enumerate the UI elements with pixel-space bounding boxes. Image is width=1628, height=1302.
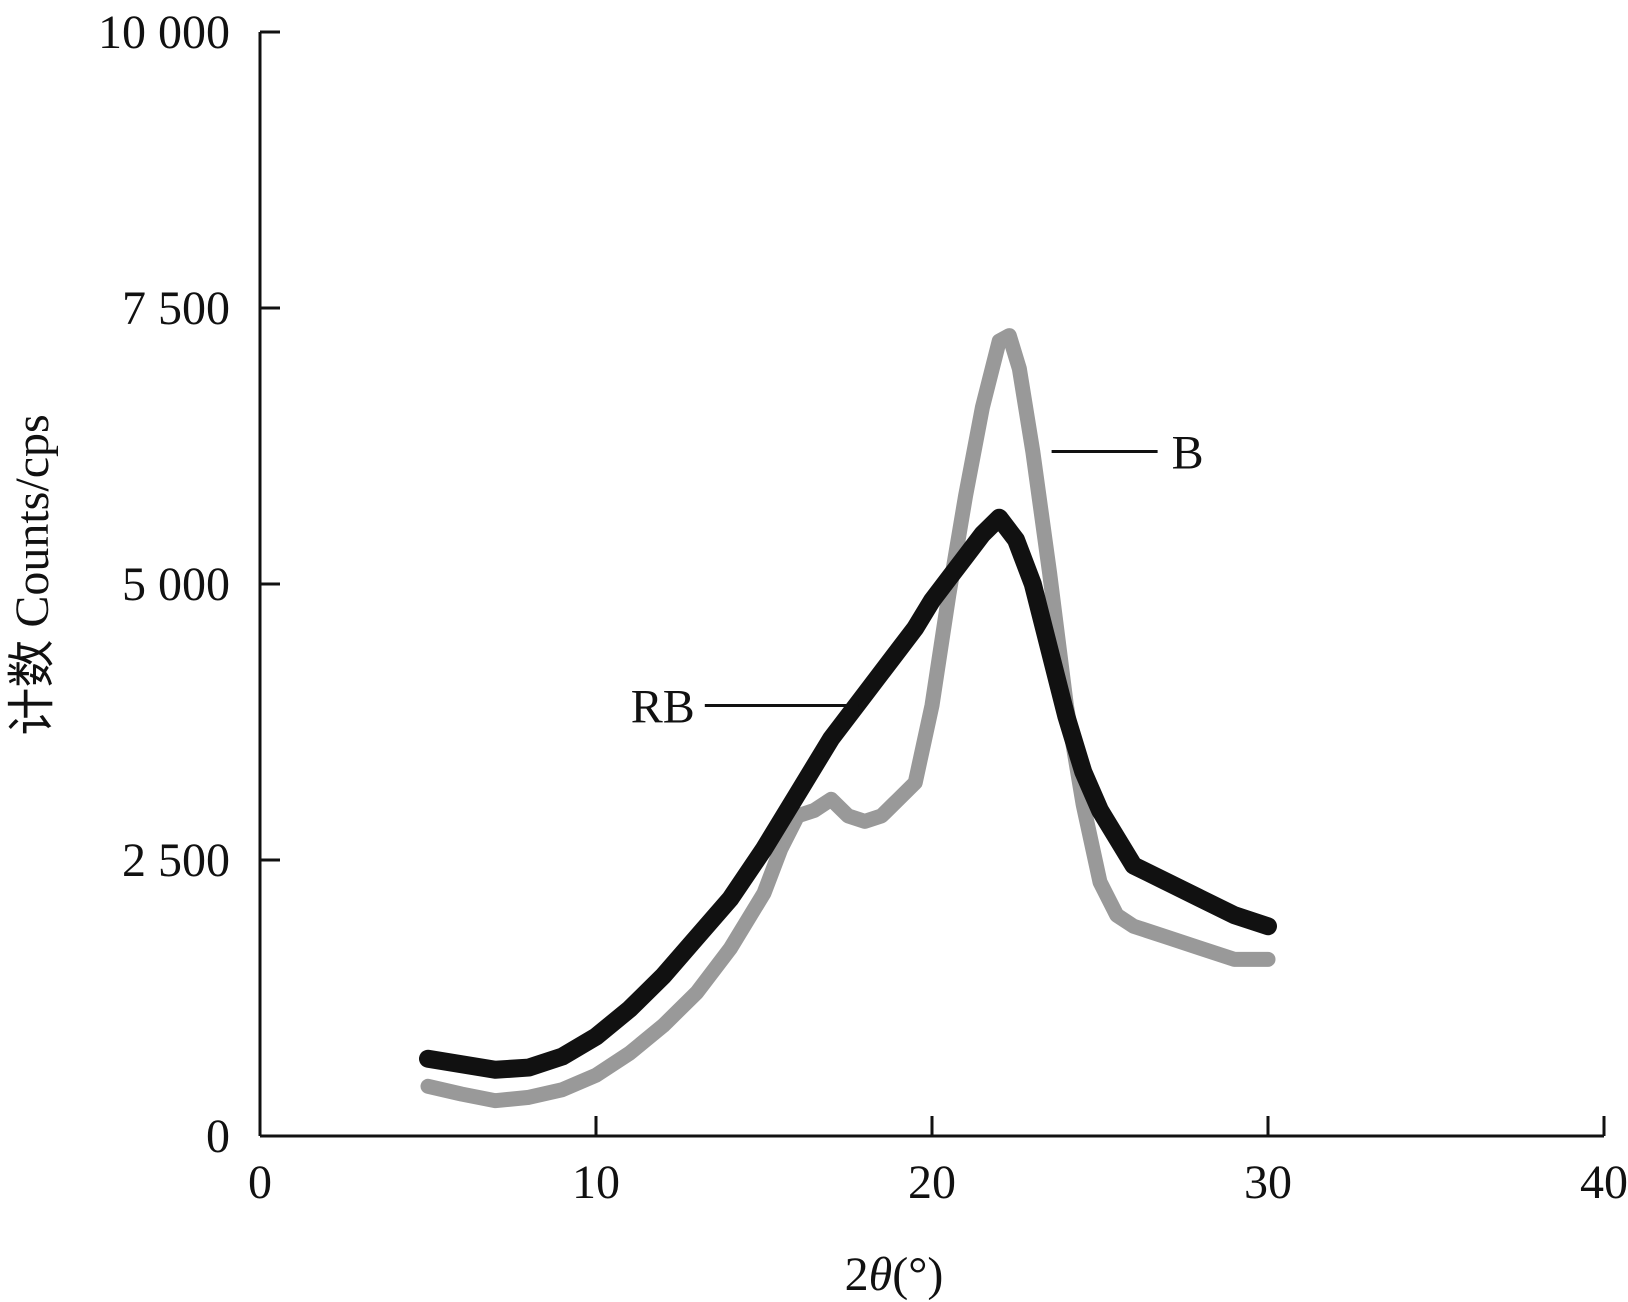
x-axis-title-symbol: θ (869, 1248, 893, 1301)
series-b-line (420, 328, 1276, 1109)
x-axis-title-unit: (°) (892, 1248, 943, 1301)
x-axis-title-prefix: 2 (845, 1248, 869, 1301)
series-b-label: B (1172, 427, 1204, 480)
x-tick-label: 10 (572, 1156, 620, 1209)
y-axis-title: 计数 Counts/cps (6, 414, 59, 735)
series-layer (419, 328, 1277, 1109)
axis-ticks: 0 10 20 30 40 0 2 500 5 000 7 500 10 000 (98, 6, 1628, 1209)
plot-area: 0 10 20 30 40 0 2 500 5 000 7 500 10 000 B RB (98, 6, 1628, 1209)
x-tick-label: 30 (1244, 1156, 1292, 1209)
y-tick-label: 5 000 (122, 558, 230, 611)
series-rb-line (419, 508, 1277, 1079)
x-tick-label: 40 (1580, 1156, 1628, 1209)
y-tick-label: 0 (206, 1110, 230, 1163)
x-tick-label: 20 (908, 1156, 956, 1209)
x-axis-title: 2θ(°) (845, 1248, 944, 1301)
series-rb-label: RB (631, 680, 695, 733)
series-labels: B RB (631, 427, 1204, 734)
y-tick-label: 7 500 (122, 282, 230, 335)
y-tick-label: 10 000 (98, 6, 230, 59)
x-tick-label: 0 (248, 1156, 272, 1209)
y-tick-label: 2 500 (122, 834, 230, 887)
